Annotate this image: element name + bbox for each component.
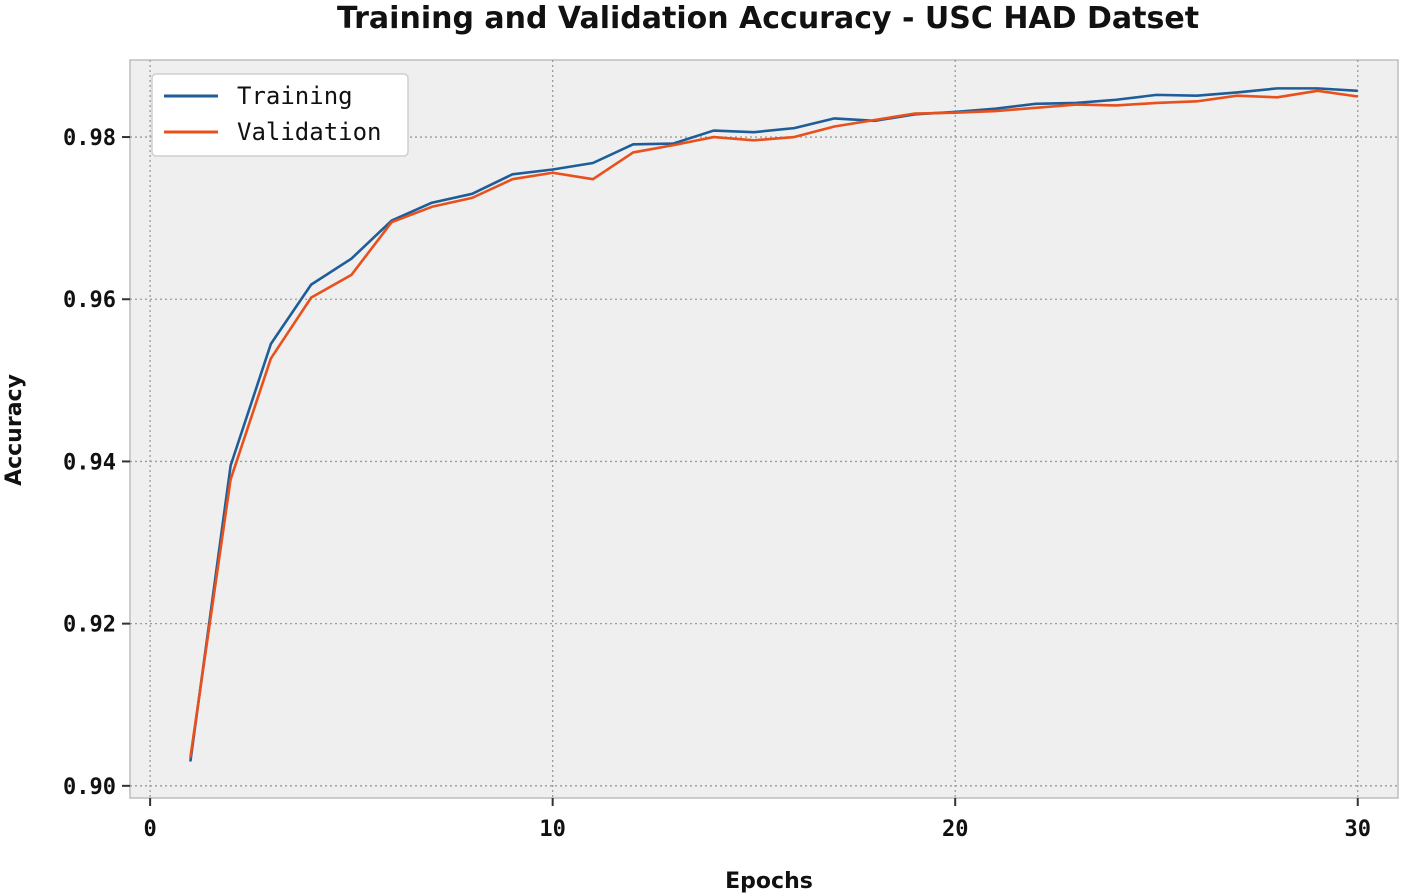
x-axis-label: Epochs bbox=[725, 869, 813, 894]
y-tick-label: 0.96 bbox=[63, 288, 116, 313]
legend-label-validation: Validation bbox=[237, 118, 382, 146]
y-axis-label: Accuracy bbox=[2, 374, 27, 486]
series-line-validation bbox=[189, 89, 1358, 758]
series-line-training bbox=[189, 87, 1358, 762]
y-tick-label: 0.92 bbox=[63, 613, 116, 638]
y-tick-label: 0.90 bbox=[63, 775, 116, 800]
legend: Training Validation bbox=[151, 73, 409, 157]
plot-area bbox=[129, 59, 1399, 799]
axis-ticks: 0 10 20 30 0.90 0.92 0.94 0.96 0.98 bbox=[63, 126, 1371, 842]
chart-title: Training and Validation Accuracy - USC H… bbox=[337, 1, 1199, 36]
legend-label-training: Training bbox=[237, 82, 353, 110]
y-tick-label: 0.94 bbox=[63, 450, 116, 475]
x-tick-label: 10 bbox=[539, 817, 566, 842]
x-tick-label: 30 bbox=[1344, 817, 1371, 842]
y-tick-label: 0.98 bbox=[63, 126, 116, 151]
series-lines bbox=[189, 87, 1358, 762]
x-tick-label: 0 bbox=[144, 817, 157, 842]
x-tick-label: 20 bbox=[942, 817, 969, 842]
